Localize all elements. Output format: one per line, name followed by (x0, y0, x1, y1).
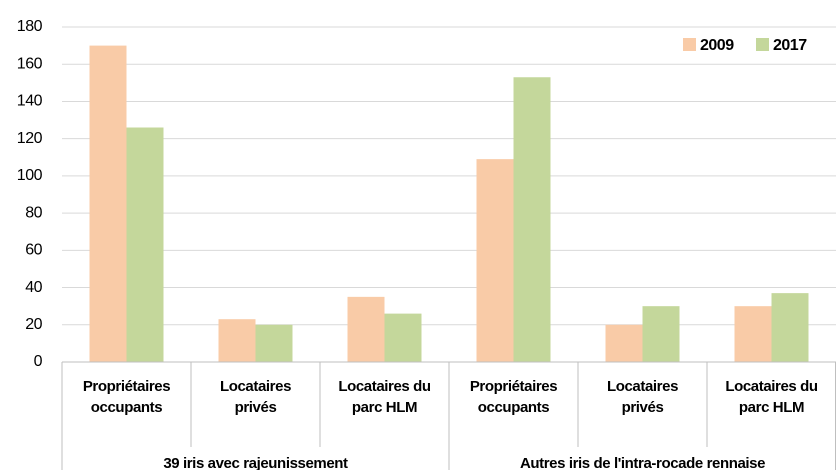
legend-label: 2017 (773, 37, 807, 54)
y-tick-label: 0 (34, 353, 43, 370)
bar (771, 293, 809, 362)
bar (89, 45, 127, 362)
bar (476, 159, 514, 362)
y-tick-label: 40 (25, 279, 42, 296)
bar (642, 306, 680, 362)
x-tick-label: Locataires privés (219, 378, 292, 416)
bar (347, 296, 385, 362)
x-tick-label: Locataires du parc HLM (725, 378, 818, 416)
y-tick-label: 120 (17, 130, 43, 147)
bar (384, 313, 422, 362)
y-tick-label: 60 (25, 242, 42, 259)
bar (218, 319, 256, 362)
x-tick-label: Locataires privés (606, 378, 679, 416)
bar (734, 306, 772, 362)
bar (255, 324, 293, 362)
y-tick-label: 100 (17, 167, 43, 184)
group-label: Autres iris de l'intra-rocade rennaise (519, 455, 766, 470)
x-tick-label: Locataires du parc HLM (338, 378, 431, 416)
bar (513, 77, 551, 362)
group-label: 39 iris avec rajeunissement (163, 455, 348, 470)
bar (126, 127, 164, 362)
legend-swatch (683, 38, 696, 51)
x-tick-label: Propriétaires occupants (82, 378, 171, 416)
y-tick-label: 80 (25, 204, 42, 221)
bar (605, 324, 643, 362)
legend-label: 2009 (700, 37, 734, 54)
y-tick-label: 140 (17, 93, 43, 110)
y-tick-label: 180 (17, 18, 43, 35)
x-tick-label: Propriétaires occupants (469, 378, 558, 416)
legend-swatch (756, 38, 769, 51)
y-tick-label: 160 (17, 55, 43, 72)
y-tick-label: 20 (25, 316, 42, 333)
